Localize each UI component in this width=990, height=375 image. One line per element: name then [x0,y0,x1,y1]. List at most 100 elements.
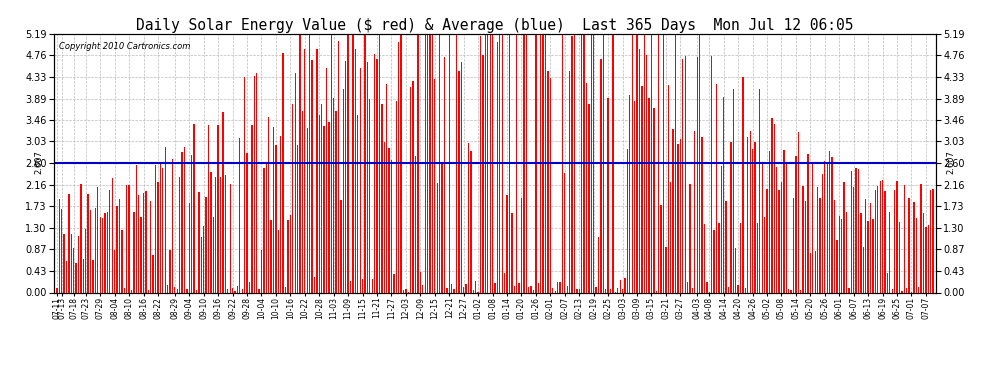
Bar [347,34,348,292]
Bar [815,251,816,292]
Bar [136,165,137,292]
Bar [744,288,746,292]
Bar [771,118,772,292]
Bar [781,182,782,292]
Bar [677,144,678,292]
Bar [73,248,74,292]
Bar [805,201,806,292]
Bar [68,194,69,292]
Bar [776,167,777,292]
Bar [605,289,607,292]
Bar [882,180,883,292]
Bar [468,143,469,292]
Bar [343,89,344,292]
Bar [769,151,770,292]
Bar [544,34,546,292]
Bar [215,177,217,292]
Bar [85,229,86,292]
Bar [321,104,323,292]
Bar [701,137,703,292]
Bar [162,168,163,292]
Bar [786,163,787,292]
Bar [164,147,166,292]
Bar [287,220,289,292]
Bar [369,99,370,292]
Bar [650,34,652,292]
Bar [627,149,628,292]
Bar [894,190,895,292]
Bar [667,85,669,292]
Bar [812,163,814,292]
Bar [887,273,888,292]
Bar [420,272,421,292]
Bar [297,146,298,292]
Bar [167,285,168,292]
Bar [138,195,140,292]
Bar [682,59,683,292]
Bar [354,49,356,292]
Bar [660,205,661,292]
Bar [159,162,161,292]
Bar [554,291,555,292]
Bar [721,166,722,292]
Bar [531,286,532,292]
Bar [324,126,325,292]
Bar [514,286,515,292]
Bar [723,97,725,292]
Bar [625,278,626,292]
Bar [829,151,831,292]
Bar [349,281,351,292]
Bar [63,234,64,292]
Bar [244,77,246,292]
Bar [853,187,854,292]
Bar [201,237,202,292]
Bar [336,111,337,292]
Bar [918,286,920,292]
Bar [388,148,390,292]
Bar [107,211,108,292]
Bar [756,223,758,292]
Bar [432,34,433,292]
Bar [442,162,443,292]
Bar [480,36,481,292]
Bar [352,34,353,292]
Bar [316,50,318,292]
Bar [749,130,750,292]
Bar [465,284,466,292]
Bar [497,42,498,292]
Bar [901,291,903,292]
Bar [595,287,597,292]
Bar [95,208,96,292]
Bar [299,34,301,292]
Bar [916,218,917,292]
Bar [485,34,486,292]
Bar [292,104,293,292]
Bar [208,125,209,292]
Bar [415,156,416,292]
Bar [921,184,922,292]
Bar [56,288,57,292]
Bar [83,259,84,292]
Bar [256,73,257,292]
Bar [260,250,262,292]
Bar [379,34,380,292]
Bar [892,289,893,292]
Bar [909,198,910,292]
Bar [875,190,876,292]
Bar [855,168,856,292]
Bar [437,183,438,292]
Bar [463,287,464,292]
Bar [896,182,898,292]
Bar [455,34,457,292]
Bar [333,98,335,292]
Bar [181,152,183,292]
Bar [639,50,641,292]
Bar [357,115,358,292]
Bar [146,191,147,292]
Bar [533,290,535,292]
Bar [451,284,452,292]
Bar [752,149,753,292]
Bar [312,60,313,292]
Bar [798,132,799,292]
Bar [70,234,72,292]
